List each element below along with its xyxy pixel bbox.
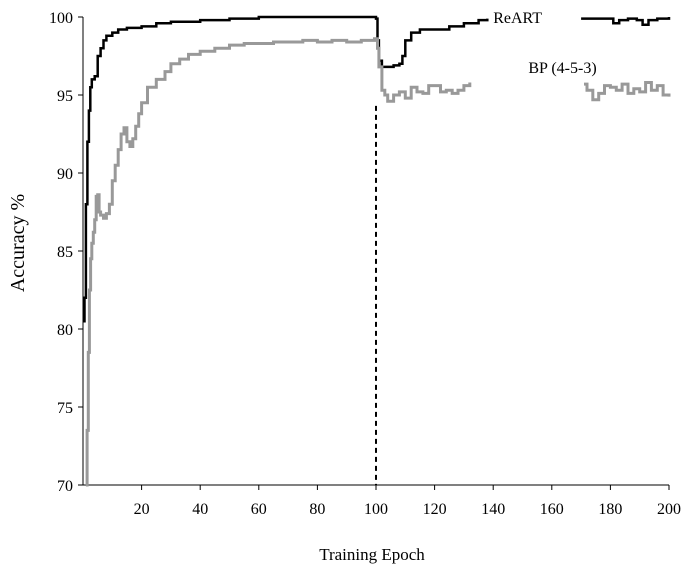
x-tick-label: 180	[598, 501, 622, 518]
x-tick-label: 40	[192, 501, 208, 518]
y-tick-label: 70	[57, 478, 73, 495]
series-line-reart-1	[581, 17, 671, 27]
x-tick-label: 140	[481, 501, 505, 518]
y-tick-label: 80	[57, 322, 73, 339]
x-tick-label: 100	[364, 501, 388, 518]
series-line-bp-4-5-3-3	[584, 81, 671, 102]
x-tick-label: 200	[657, 501, 681, 518]
series-label-reart: ReART	[493, 10, 542, 27]
y-tick-label: 95	[57, 88, 73, 105]
series-label-bp-4-5-3: BP (4-5-3)	[528, 60, 596, 77]
series-line-reart-0	[83, 15, 489, 323]
series-line-bp-4-5-3-2	[85, 37, 472, 487]
y-tick-label: 75	[57, 400, 73, 417]
x-tick-label: 60	[251, 501, 267, 518]
y-tick-label: 100	[49, 10, 73, 27]
x-axis-title: Training Epoch	[319, 545, 425, 564]
axis-ticks: 70 75 80 85 90 95 100 20 40 60 80 100 120 140 160 180 20…	[49, 10, 681, 518]
x-tick-label: 120	[423, 501, 447, 518]
x-tick-label: 160	[540, 501, 564, 518]
y-tick-label: 85	[57, 244, 73, 261]
x-tick-label: 20	[134, 501, 150, 518]
y-tick-label: 90	[57, 166, 73, 183]
x-tick-label: 80	[309, 501, 325, 518]
series-layer	[83, 15, 671, 487]
labels-layer: ReART BP (4-5-3)	[493, 10, 596, 77]
y-axis-title: Accuracy %	[7, 194, 29, 292]
